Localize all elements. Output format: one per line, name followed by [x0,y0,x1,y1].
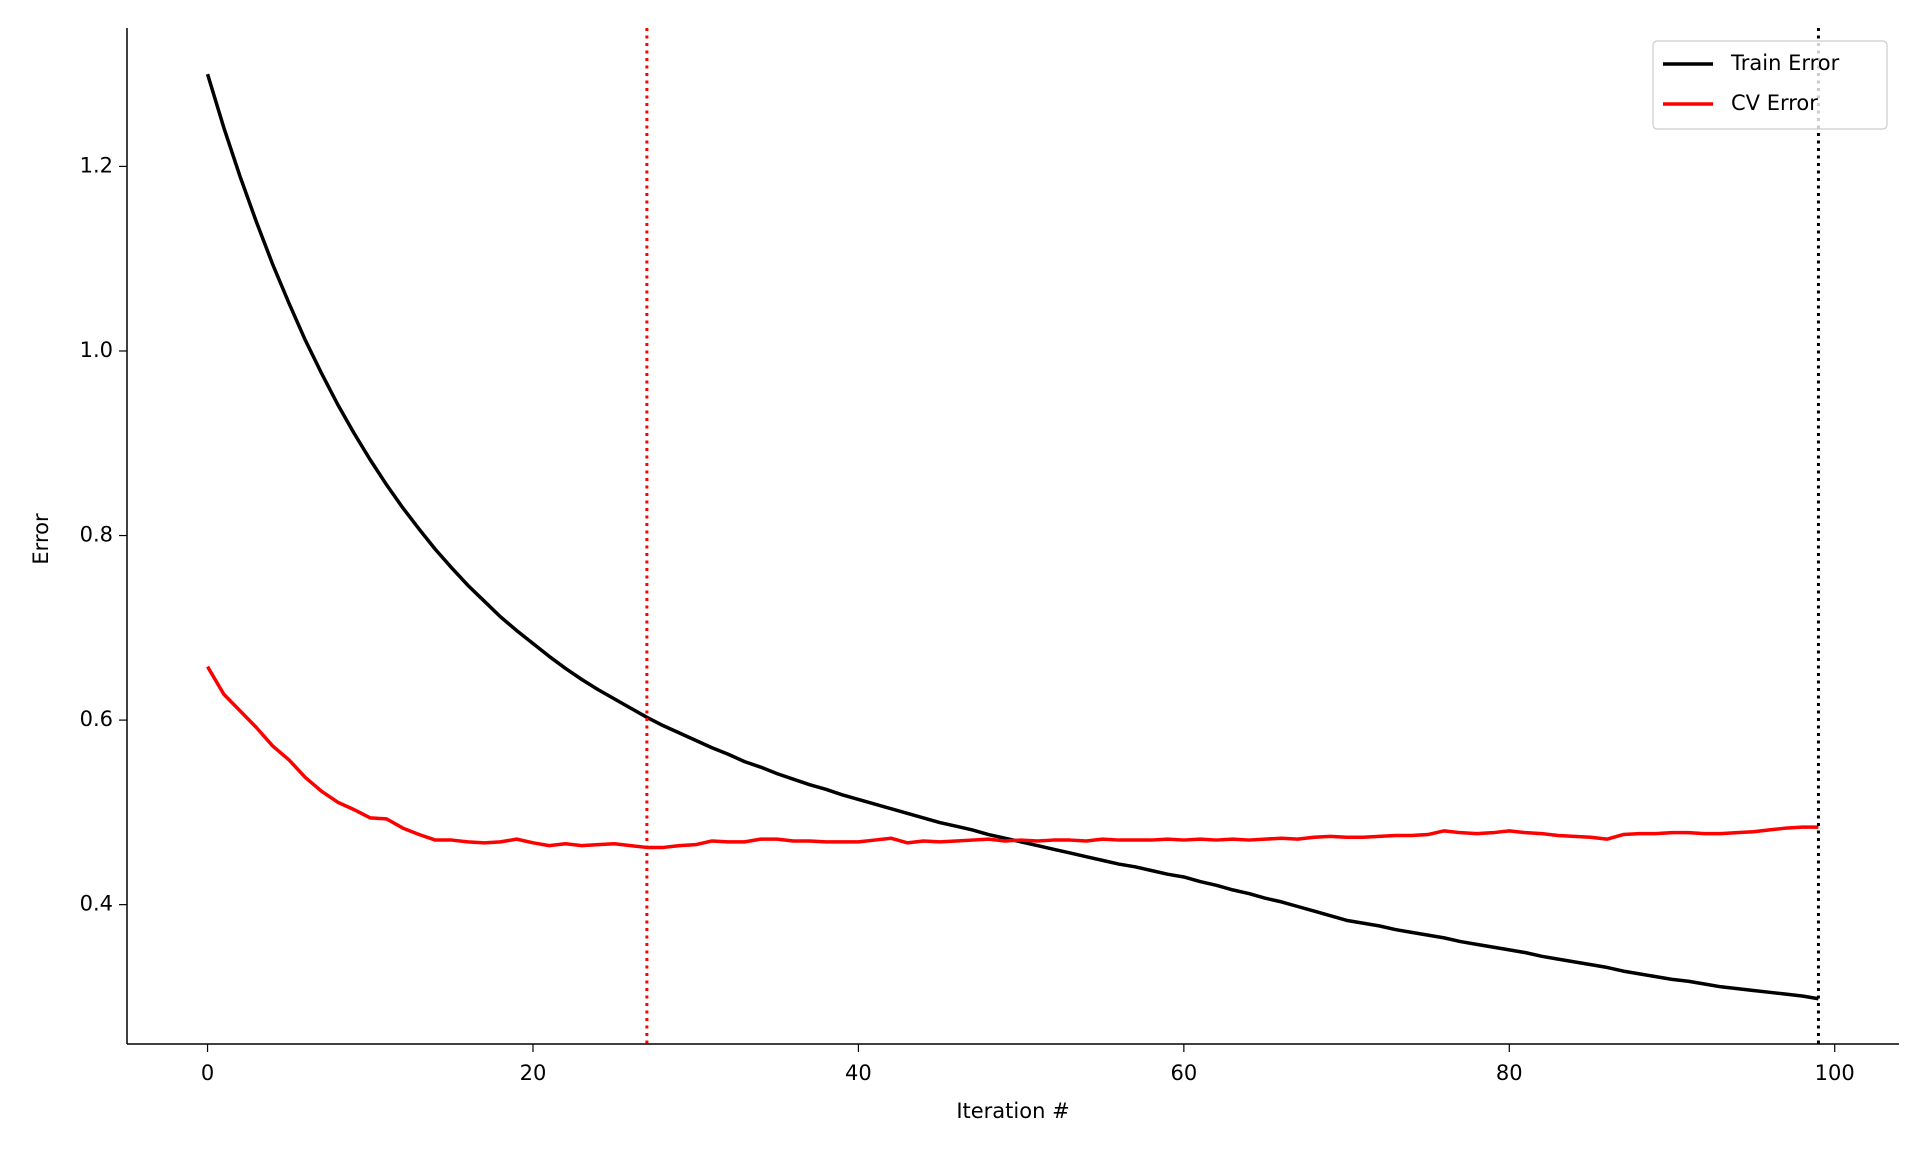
x-tick-label: 80 [1496,1061,1523,1085]
legend-label: CV Error [1731,91,1818,115]
y-tick-label: 1.2 [80,153,113,177]
x-tick-label: 20 [520,1061,547,1085]
line-series [206,665,1819,850]
x-axis-label: Iteration # [956,1099,1069,1123]
x-tick-label: 100 [1815,1061,1855,1085]
legend: Train Error CV Error [1652,40,1888,130]
line-series [205,73,1819,1001]
y-tick-label: 0.6 [80,707,113,731]
x-tick-label: 60 [1170,1061,1197,1085]
y-tick-label: 1.0 [80,338,113,362]
y-tick-label: 0.4 [80,892,113,916]
y-axis-label: Error [29,513,53,565]
y-tick-label: 0.8 [80,523,113,547]
x-tick-label: 0 [201,1061,214,1085]
x-tick-label: 40 [845,1061,872,1085]
legend-label: Train Error [1730,51,1840,75]
